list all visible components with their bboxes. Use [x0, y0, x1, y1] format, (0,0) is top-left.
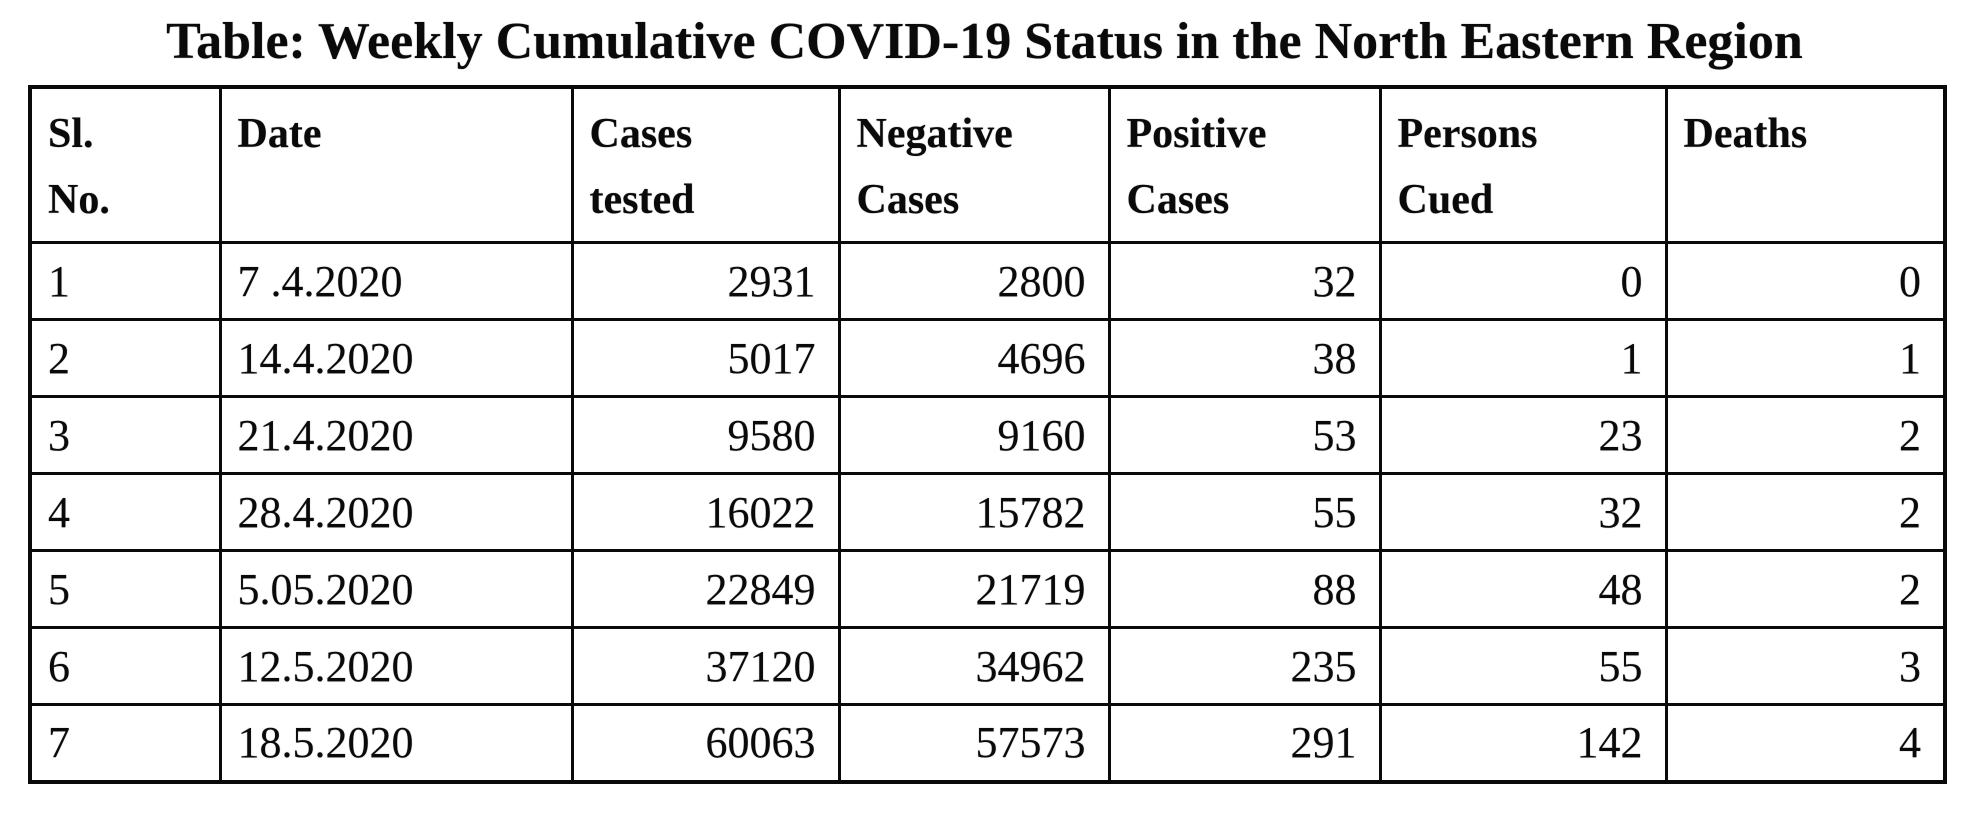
cell-date: 7 .4.2020	[218, 241, 574, 321]
cell-date: 21.4.2020	[218, 395, 574, 475]
cell-cases-tested: 22849	[570, 549, 841, 629]
cell-sl-no: 4	[28, 472, 222, 552]
cell-sl-no: 5	[28, 549, 222, 629]
cell-negative-cases: 15782	[837, 472, 1111, 552]
cell-deaths: 4	[1664, 703, 1947, 783]
cell-cases-tested: 16022	[570, 472, 841, 552]
cell-date: 5.05.2020	[218, 549, 574, 629]
cell-positive-cases: 88	[1107, 549, 1382, 629]
header-line: tested	[589, 177, 695, 223]
table-row: 2 14.4.2020 5017 4696 38 1 1	[28, 318, 1947, 398]
cell-positive-cases: 291	[1107, 703, 1382, 783]
col-header-persons-cued: Persons Cued	[1378, 85, 1668, 244]
cell-persons-cued: 55	[1378, 626, 1668, 706]
col-header-negative-cases: Negative Cases	[837, 85, 1111, 244]
cell-persons-cued: 48	[1378, 549, 1668, 629]
table-title: Table: Weekly Cumulative COVID-19 Status…	[166, 13, 1803, 70]
cell-sl-no: 7	[28, 703, 222, 783]
cell-persons-cued: 142	[1378, 703, 1668, 783]
cell-sl-no: 1	[28, 241, 222, 321]
cell-cases-tested: 60063	[570, 703, 841, 783]
header-line: Sl.	[48, 111, 94, 157]
cell-persons-cued: 1	[1378, 318, 1668, 398]
cell-date: 28.4.2020	[218, 472, 574, 552]
col-header-positive-cases: Positive Cases	[1107, 85, 1382, 244]
cell-negative-cases: 2800	[837, 241, 1111, 321]
table-row: 7 18.5.2020 60063 57573 291 142 4	[28, 703, 1947, 783]
cell-cases-tested: 37120	[570, 626, 841, 706]
cell-deaths: 2	[1664, 395, 1947, 475]
cell-sl-no: 3	[28, 395, 222, 475]
cell-positive-cases: 55	[1107, 472, 1382, 552]
cell-positive-cases: 38	[1107, 318, 1382, 398]
cell-cases-tested: 5017	[570, 318, 841, 398]
header-line: Date	[237, 111, 322, 157]
cell-persons-cued: 23	[1378, 395, 1668, 475]
header-line	[238, 167, 557, 233]
header-line: No.	[48, 177, 110, 223]
cell-cases-tested: 2931	[570, 241, 841, 321]
document-page: Table: Weekly Cumulative COVID-19 Status…	[0, 12, 1969, 826]
col-header-cases-tested: Cases tested	[570, 85, 841, 244]
cell-persons-cued: 32	[1378, 472, 1668, 552]
cell-positive-cases: 53	[1107, 395, 1382, 475]
table-row: 3 21.4.2020 9580 9160 53 23 2	[28, 395, 1947, 475]
cell-date: 14.4.2020	[218, 318, 574, 398]
col-header-sl-no: Sl. No.	[28, 85, 222, 244]
table-row: 4 28.4.2020 16022 15782 55 32 2	[28, 472, 1947, 552]
cell-negative-cases: 21719	[837, 549, 1111, 629]
table-row: 6 12.5.2020 37120 34962 235 55 3	[28, 626, 1947, 706]
header-line: Cases	[856, 177, 960, 223]
cell-negative-cases: 9160	[837, 395, 1111, 475]
header-line: Deaths	[1683, 111, 1808, 157]
cell-deaths: 1	[1664, 318, 1947, 398]
cell-sl-no: 6	[28, 626, 222, 706]
cell-sl-no: 2	[28, 318, 222, 398]
cell-negative-cases: 34962	[837, 626, 1111, 706]
cell-negative-cases: 57573	[837, 703, 1111, 783]
cell-date: 12.5.2020	[218, 626, 574, 706]
col-header-deaths: Deaths	[1664, 85, 1947, 244]
cell-deaths: 2	[1664, 472, 1947, 552]
header-line: Cued	[1397, 177, 1494, 223]
header-row: Sl. No. Date Cases tested Negative Cases…	[28, 85, 1947, 244]
cell-deaths: 0	[1664, 241, 1947, 321]
col-header-date: Date	[218, 85, 574, 244]
cell-cases-tested: 9580	[570, 395, 841, 475]
cell-deaths: 3	[1664, 626, 1947, 706]
header-line: Positive	[1126, 111, 1267, 157]
cell-deaths: 2	[1664, 549, 1947, 629]
covid-status-table: Sl. No. Date Cases tested Negative Cases…	[28, 85, 1947, 784]
cell-positive-cases: 235	[1107, 626, 1382, 706]
header-line	[1684, 167, 1930, 233]
cell-date: 18.5.2020	[218, 703, 574, 783]
cell-positive-cases: 32	[1107, 241, 1382, 321]
cell-negative-cases: 4696	[837, 318, 1111, 398]
header-line: Persons	[1397, 111, 1538, 157]
table-row: 5 5.05.2020 22849 21719 88 48 2	[28, 549, 1947, 629]
header-line: Cases	[589, 111, 693, 157]
header-line: Negative	[856, 111, 1013, 157]
cell-persons-cued: 0	[1378, 241, 1668, 321]
header-line: Cases	[1126, 177, 1230, 223]
